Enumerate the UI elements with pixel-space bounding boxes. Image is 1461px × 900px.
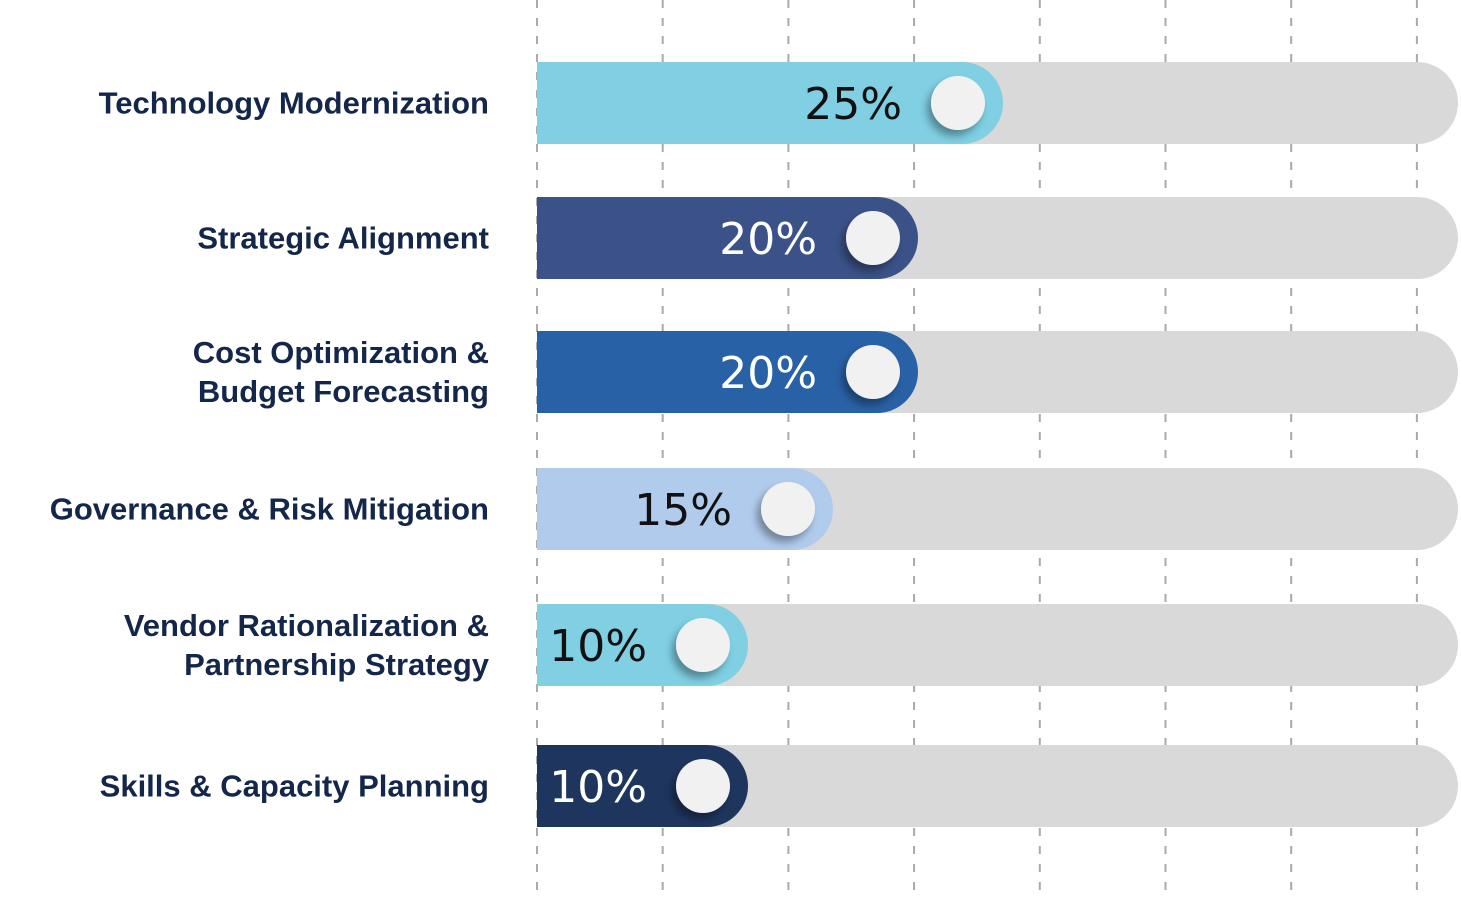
bar-row: 20% [537, 331, 1458, 413]
data-label: 10% [549, 762, 647, 813]
category-label: Technology Modernization [98, 85, 489, 121]
bar-fill [537, 62, 1003, 144]
data-label: 25% [804, 79, 902, 130]
bar-fill [537, 197, 918, 279]
bar-row: 20% [537, 197, 1458, 279]
slider-knob-icon [931, 76, 985, 130]
data-label: 20% [719, 214, 817, 265]
bar-track [537, 745, 1458, 827]
bar-track [537, 604, 1458, 686]
slider-knob-icon [676, 759, 730, 813]
bar-row: 15% [537, 468, 1458, 550]
bar-row: 10% [537, 745, 1458, 827]
bar-fill [537, 468, 833, 550]
data-label: 20% [719, 348, 817, 399]
data-label: 15% [634, 485, 732, 536]
slider-knob-icon [846, 211, 900, 265]
category-label: Skills & Capacity Planning [99, 768, 489, 804]
slider-knob-icon [761, 482, 815, 536]
slider-knob-icon [676, 618, 730, 672]
category-label: Vendor Rationalization & Partnership Str… [123, 608, 489, 682]
bar-row: 25% [537, 62, 1458, 144]
category-label: Strategic Alignment [197, 220, 489, 256]
slider-knob-icon [846, 345, 900, 399]
bar-fill [537, 331, 918, 413]
bar-row: 10% [537, 604, 1458, 686]
data-label: 10% [549, 621, 647, 672]
gridlines [536, 0, 1418, 900]
category-label: Governance & Risk Mitigation [49, 491, 489, 527]
category-label: Cost Optimization & Budget Forecasting [192, 335, 489, 409]
